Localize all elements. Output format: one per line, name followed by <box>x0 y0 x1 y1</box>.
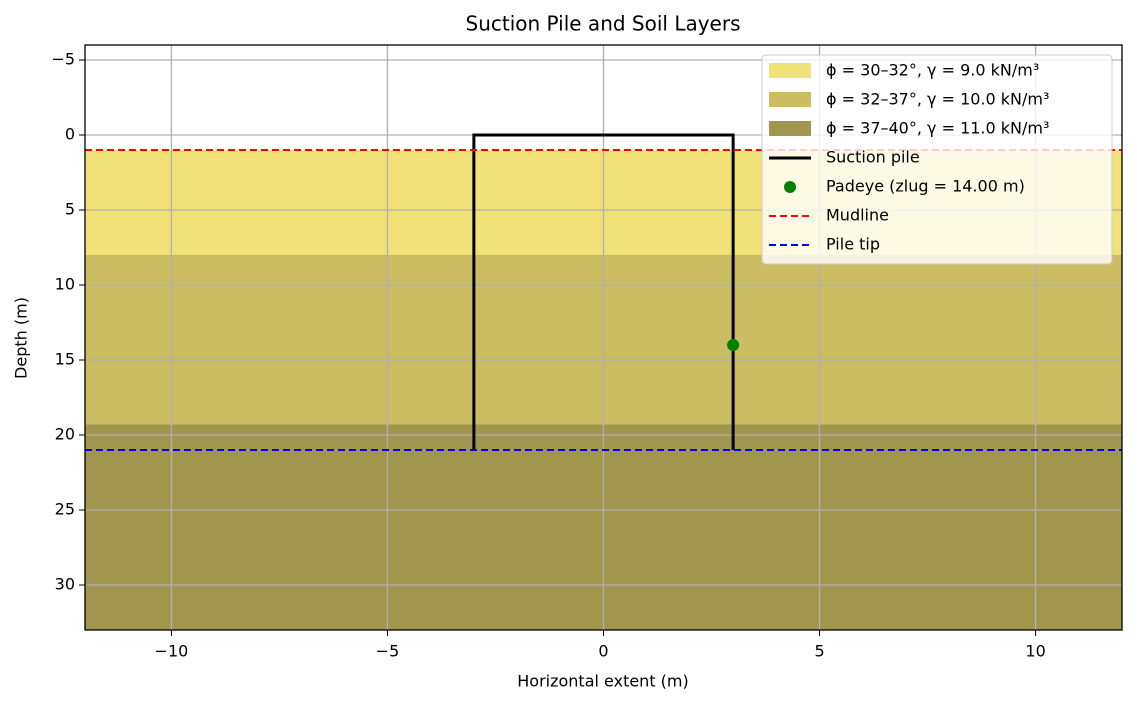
y-tick-label: −5 <box>51 50 75 69</box>
padeye-point <box>727 339 740 351</box>
y-tick-label: 25 <box>55 500 75 519</box>
y-tick-label: 0 <box>65 125 75 144</box>
y-tick-label: 15 <box>55 350 75 369</box>
legend-label: ϕ = 32–37°, γ = 10.0 kN/m³ <box>826 90 1049 109</box>
y-tick-label: 10 <box>55 275 75 294</box>
y-tick-label: 30 <box>55 575 75 594</box>
legend-swatch <box>769 121 811 136</box>
x-tick-label: −5 <box>376 642 400 661</box>
y-axis-label: Depth (m) <box>12 297 31 379</box>
legend-swatch <box>769 92 811 107</box>
legend-label: Pile tip <box>826 235 880 254</box>
x-tick-label: 5 <box>814 642 824 661</box>
x-tick-label: 0 <box>598 642 608 661</box>
legend-label: Mudline <box>826 206 889 225</box>
legend-label: Padeye (zlug = 14.00 m) <box>826 177 1025 196</box>
legend-label: ϕ = 30–32°, γ = 9.0 kN/m³ <box>826 61 1039 80</box>
legend-label: Suction pile <box>826 148 920 167</box>
pile-outline <box>472 133 735 450</box>
legend-label: ϕ = 37–40°, γ = 11.0 kN/m³ <box>826 119 1049 138</box>
x-tick-label: −10 <box>155 642 189 661</box>
y-tick-label: 20 <box>55 425 75 444</box>
legend-swatch <box>769 63 811 78</box>
chart-title: Suction Pile and Soil Layers <box>466 12 741 36</box>
legend-swatch <box>784 181 796 193</box>
x-tick-label: 10 <box>1025 642 1045 661</box>
y-tick-label: 5 <box>65 200 75 219</box>
x-axis-label: Horizontal extent (m) <box>517 672 689 691</box>
legend-box <box>761 54 1113 265</box>
plot-frame <box>84 44 1123 631</box>
